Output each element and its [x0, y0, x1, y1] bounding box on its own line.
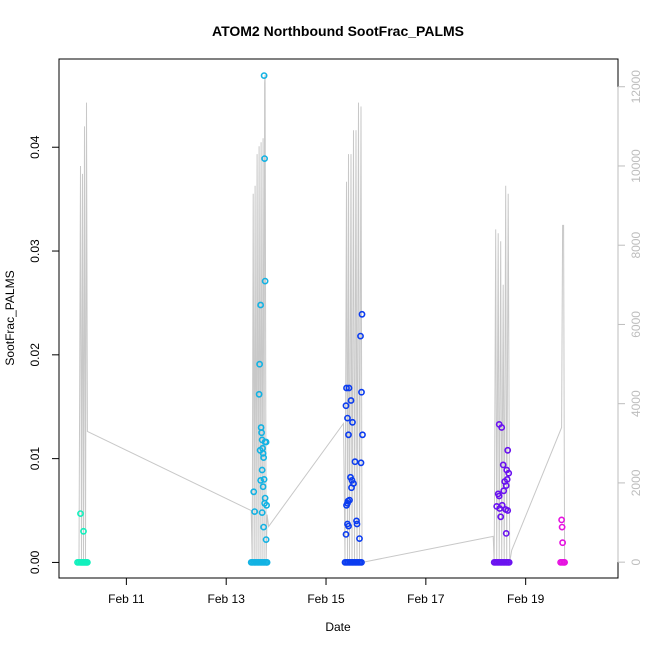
data-point: [502, 530, 510, 537]
data-point: [498, 424, 506, 431]
data-point: [345, 522, 352, 530]
y2-axis-right: 0 2000 4000 6000 8000 10000 12000: [617, 70, 643, 566]
y-tick-label: 0.02: [28, 343, 42, 367]
data-point: [496, 505, 504, 512]
data-point: [500, 487, 508, 495]
data-point: [261, 499, 268, 507]
data-point: [255, 390, 263, 398]
data-point: [348, 484, 355, 492]
series-3: [341, 310, 366, 566]
y2-tick-label: 2000: [629, 469, 643, 496]
data-point: [74, 559, 81, 566]
x-tick-label: Feb 13: [208, 592, 246, 606]
series-4: [490, 420, 513, 566]
y-tick-label: 0.01: [28, 447, 42, 471]
data-point: [343, 384, 350, 392]
plot-frame: [58, 58, 619, 579]
data-point: [558, 516, 565, 524]
altitude-layer: [78, 74, 566, 563]
data-point: [558, 523, 566, 531]
data-point: [351, 458, 359, 466]
data-point: [80, 527, 87, 535]
data-point: [257, 424, 265, 431]
data-point: [358, 310, 366, 318]
data-point: [495, 492, 503, 500]
data-point: [258, 429, 265, 437]
data-point: [251, 508, 258, 515]
data-point: [260, 475, 268, 483]
data-point: [504, 446, 512, 454]
data-point: [262, 536, 270, 543]
data-point: [345, 431, 352, 439]
data-point: [261, 155, 268, 162]
data-point: [344, 497, 352, 505]
series-1: [74, 510, 91, 566]
data-point: [261, 438, 269, 446]
x-tick-label: Feb 11: [108, 592, 145, 606]
data-point: [259, 449, 267, 457]
data-point: [358, 388, 365, 396]
y2-tick-label: 8000: [629, 232, 643, 259]
data-point: [505, 559, 513, 566]
x-tick-label: Feb 15: [307, 592, 345, 606]
y2-tick-label: 12000: [629, 70, 643, 104]
data-point: [353, 520, 361, 528]
data-point: [256, 360, 263, 368]
data-point: [359, 431, 366, 439]
altitude-line: [78, 74, 566, 563]
data-point: [77, 510, 84, 517]
y-tick-label: 0.04: [28, 135, 42, 159]
y-tick-label: 0.03: [28, 239, 42, 263]
data-point: [497, 513, 505, 521]
data-point: [561, 559, 568, 566]
data-point: [257, 476, 264, 484]
data-point: [502, 482, 510, 489]
data-point: [358, 559, 365, 566]
data-point: [250, 488, 258, 496]
y-tick-label: 0.00: [28, 550, 42, 574]
data-point: [263, 559, 271, 566]
data-point: [258, 466, 266, 474]
data-point: [261, 494, 269, 502]
data-point: [259, 483, 267, 491]
data-point: [356, 535, 363, 542]
series-2: [247, 72, 271, 566]
x-tick-label: Feb 19: [507, 592, 545, 606]
y2-tick-label: 0: [629, 559, 643, 566]
data-point: [349, 418, 356, 426]
y2-tick-label: 10000: [629, 149, 643, 183]
data-point: [353, 517, 360, 525]
x-tick-label: Feb 17: [407, 592, 445, 606]
y-axis-label: SootFrac_PALMS: [3, 270, 17, 365]
data-point: [342, 402, 350, 410]
chart-title: ATOM2 Northbound SootFrac_PALMS: [212, 23, 464, 39]
x-axis: Feb 11 Feb 13 Feb 15 Feb 17 Feb 19: [108, 578, 545, 606]
data-point: [357, 459, 365, 467]
y2-tick-label: 4000: [629, 390, 643, 417]
data-point: [260, 454, 267, 461]
data-point: [347, 397, 355, 404]
y2-tick-label: 6000: [629, 311, 643, 338]
data-point: [258, 509, 266, 516]
data-point: [84, 559, 91, 566]
data-point: [505, 469, 513, 477]
data-point: [357, 332, 364, 340]
y-axis: 0.00 0.01 0.02 0.03 0.04: [28, 135, 59, 574]
data-point: [261, 277, 269, 285]
data-point: [559, 539, 566, 547]
data-point: [504, 507, 512, 514]
data-point: [260, 72, 268, 79]
series-5: [557, 516, 568, 566]
data-point: [499, 461, 507, 469]
data-point: [342, 531, 350, 538]
data-point: [257, 301, 264, 309]
data-point: [345, 384, 353, 392]
x-axis-label: Date: [325, 620, 351, 634]
data-point: [260, 523, 267, 531]
points-layer: [74, 72, 568, 566]
data-point: [344, 414, 351, 422]
